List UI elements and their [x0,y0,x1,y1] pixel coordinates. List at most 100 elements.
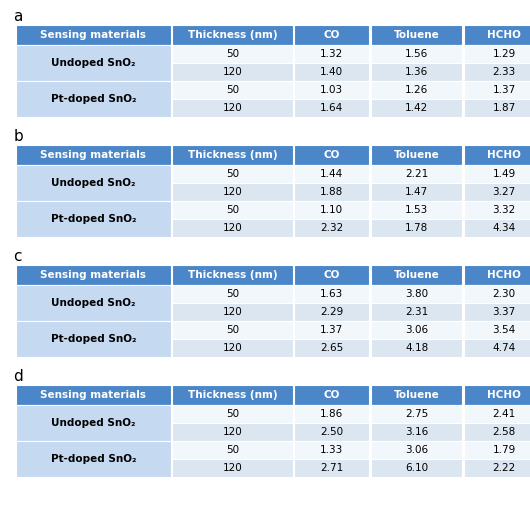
Text: 1.56: 1.56 [405,49,428,59]
Bar [172,459,293,477]
Text: 1.03: 1.03 [320,85,343,95]
Text: 50: 50 [226,169,239,179]
Text: 2.22: 2.22 [492,463,516,473]
Bar [371,219,462,237]
Bar [464,321,530,339]
Text: 1.26: 1.26 [405,85,428,95]
Bar [464,303,530,321]
Bar [16,321,171,357]
Text: HCHO: HCHO [487,30,521,40]
Text: Pt-doped SnO₂: Pt-doped SnO₂ [50,94,136,104]
Bar [464,405,530,423]
Text: 50: 50 [226,49,239,59]
Bar [371,183,462,201]
Text: CO: CO [324,270,340,280]
Bar [464,385,530,405]
Text: 1.53: 1.53 [405,205,428,215]
Text: 120: 120 [223,103,242,113]
Text: 1.64: 1.64 [320,103,343,113]
Bar [294,441,369,459]
Bar [172,219,293,237]
Text: 2.75: 2.75 [405,409,428,419]
Text: 3.80: 3.80 [405,289,428,299]
Bar [172,423,293,441]
Text: Toluene: Toluene [394,270,439,280]
Text: 1.49: 1.49 [492,169,516,179]
Text: 4.74: 4.74 [492,343,516,353]
Bar [294,99,369,117]
Text: 120: 120 [223,343,242,353]
Text: 3.06: 3.06 [405,445,428,455]
Bar [371,265,462,285]
Bar [371,321,462,339]
Bar [294,339,369,357]
Bar [371,423,462,441]
Text: 3.27: 3.27 [492,187,516,197]
Bar [294,63,369,81]
Text: 1.40: 1.40 [320,67,343,77]
Bar [16,441,171,477]
Text: 2.41: 2.41 [492,409,516,419]
Text: 2.33: 2.33 [492,67,516,77]
Bar [16,145,171,165]
Text: 1.63: 1.63 [320,289,343,299]
Bar [464,99,530,117]
Bar [464,285,530,303]
Text: 50: 50 [226,85,239,95]
Text: 6.10: 6.10 [405,463,428,473]
Bar [464,81,530,99]
Text: 1.79: 1.79 [492,445,516,455]
Bar [172,165,293,183]
Bar [172,265,293,285]
Text: 1.86: 1.86 [320,409,343,419]
Text: 1.36: 1.36 [405,67,428,77]
Text: 3.37: 3.37 [492,307,516,317]
Bar [294,265,369,285]
Text: 2.31: 2.31 [405,307,428,317]
Bar [172,145,293,165]
Text: Pt-doped SnO₂: Pt-doped SnO₂ [50,454,136,464]
Text: 50: 50 [226,325,239,335]
Text: 50: 50 [226,409,239,419]
Bar [371,25,462,45]
Text: CO: CO [324,150,340,160]
Bar [16,265,171,285]
Text: 1.88: 1.88 [320,187,343,197]
Text: 3.54: 3.54 [492,325,516,335]
Bar [172,285,293,303]
Bar [371,81,462,99]
Text: 120: 120 [223,427,242,437]
Text: Sensing materials: Sensing materials [40,270,146,280]
Bar [172,339,293,357]
Text: 120: 120 [223,67,242,77]
Bar [371,145,462,165]
Text: 2.71: 2.71 [320,463,343,473]
Text: 2.30: 2.30 [492,289,516,299]
Bar [294,285,369,303]
Bar [294,405,369,423]
Bar [294,145,369,165]
Text: d: d [13,369,23,384]
Bar [172,25,293,45]
Bar [172,405,293,423]
Text: 3.16: 3.16 [405,427,428,437]
Bar [172,63,293,81]
Bar [172,201,293,219]
Text: 1.10: 1.10 [320,205,343,215]
Bar [371,285,462,303]
Bar [16,405,171,441]
Bar [371,63,462,81]
Text: 1.37: 1.37 [320,325,343,335]
Bar [371,201,462,219]
Bar [371,303,462,321]
Bar [294,81,369,99]
Bar [464,339,530,357]
Bar [172,303,293,321]
Text: 1.33: 1.33 [320,445,343,455]
Bar [464,441,530,459]
Bar [16,165,171,201]
Text: Sensing materials: Sensing materials [40,390,146,400]
Bar [16,45,171,81]
Text: 2.21: 2.21 [405,169,428,179]
Bar [464,63,530,81]
